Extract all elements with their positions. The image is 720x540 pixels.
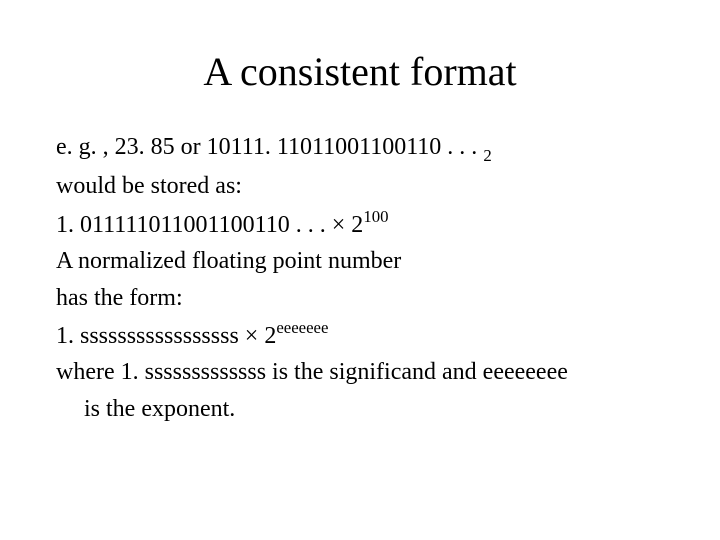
line-6: 1. sssssssssssssssss × 2eeeeeee: [56, 318, 664, 352]
line-8: is the exponent.: [56, 393, 664, 425]
line-4: A normalized floating point number: [56, 245, 664, 277]
line-6-superscript: eeeeeee: [276, 318, 328, 337]
line-5: has the form:: [56, 282, 664, 314]
line-1-text: e. g. , 23. 85 or 10111. 11011001100110 …: [56, 134, 483, 160]
line-1-subscript: 2: [483, 146, 491, 165]
line-2: would be stored as:: [56, 170, 664, 202]
line-3: 1. 011111011001100110 . . . × 2100: [56, 207, 664, 241]
slide: A consistent format e. g. , 23. 85 or 10…: [0, 0, 720, 540]
slide-body: e. g. , 23. 85 or 10111. 11011001100110 …: [56, 131, 664, 425]
line-7: where 1. sssssssssssss is the significan…: [56, 356, 664, 388]
line-3-text: 1. 011111011001100110 . . . × 2: [56, 212, 363, 238]
line-1: e. g. , 23. 85 or 10111. 11011001100110 …: [56, 131, 664, 166]
line-3-superscript: 100: [363, 207, 388, 226]
line-6-text: 1. sssssssssssssssss × 2: [56, 323, 276, 349]
slide-title: A consistent format: [56, 48, 664, 95]
